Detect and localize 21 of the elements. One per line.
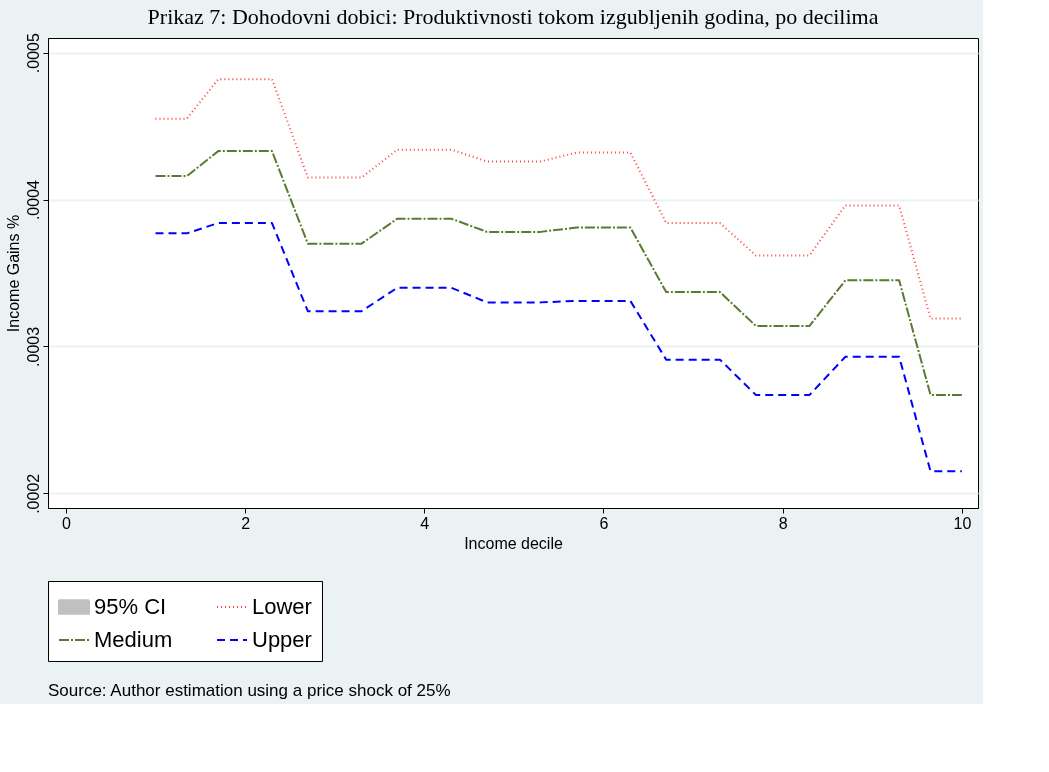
- x-tick-label: 8: [778, 514, 788, 532]
- x-tick-label: 6: [599, 514, 609, 532]
- chart-title: Prikaz 7: Dohodovni dobici: Produktivnosti tokom izgubljenih godina, po decilima: [147, 3, 879, 29]
- legend-label: Upper: [252, 627, 312, 652]
- y-tick-label: .0003: [24, 326, 42, 367]
- x-tick-label: 10: [953, 514, 972, 532]
- legend-label: 95% CI: [94, 594, 167, 619]
- y-tick-label: .0005: [24, 33, 42, 74]
- y-axis-title: Income Gains %: [4, 214, 22, 333]
- line-series: [154, 150, 963, 396]
- source-note: Source: Author estimation using a price shock of 25%: [48, 681, 451, 700]
- x-tick-label: 0: [61, 514, 71, 532]
- x-axis-title: Income decile: [464, 534, 563, 552]
- x-tick-label: 4: [420, 514, 430, 532]
- legend-label: Lower: [252, 594, 312, 619]
- y-tick-label: .0002: [24, 473, 42, 514]
- y-tick-label: .0004: [24, 179, 42, 221]
- legend-label: Medium: [94, 627, 173, 652]
- line-series: [154, 222, 963, 473]
- x-tick-label: 2: [241, 514, 251, 532]
- line-series: [154, 78, 963, 320]
